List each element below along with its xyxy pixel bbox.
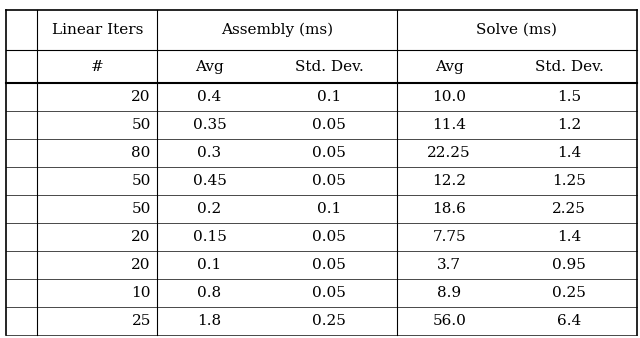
Text: 0.05: 0.05	[312, 174, 346, 188]
Text: 1.2: 1.2	[557, 118, 581, 132]
Text: 0.8: 0.8	[197, 286, 221, 300]
Text: 1.4: 1.4	[557, 146, 581, 160]
Text: 0.95: 0.95	[552, 258, 586, 272]
Text: 50: 50	[131, 174, 151, 188]
Text: 12.2: 12.2	[432, 174, 466, 188]
Text: #: #	[91, 59, 104, 74]
Text: 2.25: 2.25	[552, 202, 586, 216]
Text: Std. Dev.: Std. Dev.	[295, 59, 364, 74]
Text: 0.3: 0.3	[197, 146, 221, 160]
Text: 0.35: 0.35	[193, 118, 227, 132]
Text: 7.75: 7.75	[433, 230, 466, 244]
Text: Linear Iters: Linear Iters	[52, 23, 143, 37]
Text: 10.0: 10.0	[432, 90, 466, 104]
Text: Avg: Avg	[195, 59, 224, 74]
Text: 1.8: 1.8	[197, 314, 221, 328]
Text: 80: 80	[131, 146, 151, 160]
Text: 50: 50	[131, 118, 151, 132]
Text: Avg: Avg	[435, 59, 463, 74]
Text: 22.25: 22.25	[428, 146, 471, 160]
Text: 0.15: 0.15	[193, 230, 227, 244]
Text: 20: 20	[131, 230, 151, 244]
Text: 3.7: 3.7	[437, 258, 461, 272]
Text: 6.4: 6.4	[557, 314, 581, 328]
Text: 18.6: 18.6	[432, 202, 466, 216]
Text: 0.05: 0.05	[312, 230, 346, 244]
Text: 0.4: 0.4	[197, 90, 221, 104]
Text: 11.4: 11.4	[432, 118, 466, 132]
Text: 20: 20	[131, 258, 151, 272]
Text: 0.25: 0.25	[552, 286, 586, 300]
Text: 8.9: 8.9	[437, 286, 461, 300]
Text: Std. Dev.: Std. Dev.	[535, 59, 604, 74]
Text: 0.05: 0.05	[312, 146, 346, 160]
Text: 0.2: 0.2	[197, 202, 221, 216]
Text: 0.45: 0.45	[193, 174, 227, 188]
Text: 0.05: 0.05	[312, 258, 346, 272]
Text: 0.05: 0.05	[312, 118, 346, 132]
Text: Solve (ms): Solve (ms)	[476, 23, 557, 37]
Text: 0.1: 0.1	[317, 202, 342, 216]
Text: 1.25: 1.25	[552, 174, 586, 188]
Text: 0.1: 0.1	[317, 90, 342, 104]
Text: 20: 20	[131, 90, 151, 104]
Text: 0.05: 0.05	[312, 286, 346, 300]
Text: 0.1: 0.1	[197, 258, 221, 272]
Text: 1.4: 1.4	[557, 230, 581, 244]
Text: 0.25: 0.25	[312, 314, 346, 328]
Text: 50: 50	[131, 202, 151, 216]
Text: Assembly (ms): Assembly (ms)	[221, 23, 333, 37]
Text: 10: 10	[131, 286, 151, 300]
Text: 1.5: 1.5	[557, 90, 581, 104]
Text: 25: 25	[131, 314, 151, 328]
Text: 56.0: 56.0	[432, 314, 466, 328]
